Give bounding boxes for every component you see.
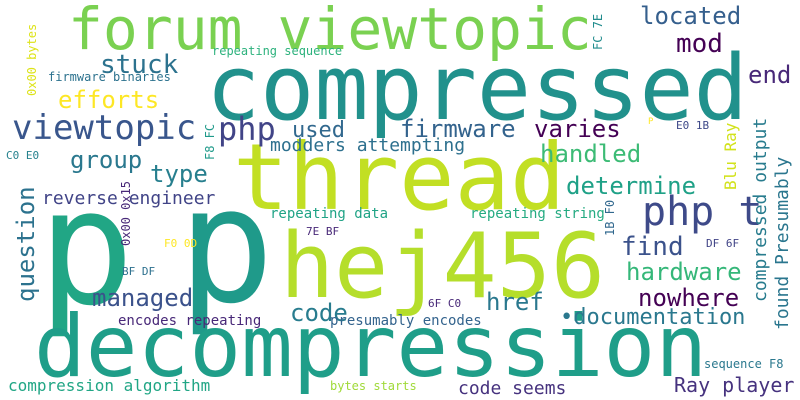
word: compression algorithm (8, 376, 211, 395)
word: find (621, 232, 684, 262)
word: sequence F8 (704, 357, 784, 371)
word: F0 0D (164, 237, 198, 250)
word: p (38, 154, 135, 341)
word: code seems (458, 378, 567, 399)
word: encodes repeating (118, 313, 262, 329)
word: 1B F0 (603, 199, 617, 236)
word: DF 6F (706, 237, 740, 250)
word: Ray player (674, 373, 795, 397)
word: php t (642, 189, 763, 235)
word: compressed output (750, 117, 771, 302)
word: P (648, 117, 654, 127)
word: 7E BF (306, 225, 340, 238)
word: found Presumably (772, 156, 793, 330)
word: end (748, 61, 792, 89)
word: reverse engineer (42, 188, 216, 209)
word: located (640, 2, 742, 30)
word: group (70, 146, 143, 174)
word: •documentation (560, 305, 746, 330)
word: firmware binaries (48, 70, 171, 84)
word: p (178, 152, 275, 339)
word: modders attempting (270, 135, 466, 156)
word: BF DF (122, 265, 156, 278)
word: Blu Ray (721, 122, 740, 190)
word: href (486, 288, 544, 316)
word: thread (233, 124, 566, 231)
word: repeating data (270, 206, 389, 222)
word: determine (566, 172, 697, 200)
word: presumably encodes (330, 313, 482, 329)
word: forum viewtopic (68, 0, 592, 63)
word: hardware (626, 258, 742, 286)
word: 0x00 0x15 (119, 180, 133, 246)
word: question (12, 186, 40, 302)
word: 0x00 bytes (25, 23, 39, 96)
word: efforts (58, 86, 160, 114)
word: php (218, 110, 276, 148)
word: FC 7E (591, 13, 605, 50)
word: 6F C0 (428, 297, 462, 310)
word: code (290, 299, 348, 327)
word: bytes starts (330, 379, 417, 393)
word: C0 E0 (6, 149, 40, 162)
word: type (150, 160, 208, 188)
word: hej456 (280, 214, 606, 319)
word: E0 1B (676, 119, 710, 132)
word: repeating string (470, 206, 605, 222)
word: compressed (206, 36, 748, 141)
word: nowhere (638, 284, 740, 312)
word: stuck (100, 50, 179, 80)
word: mod (676, 29, 723, 59)
word: decompression (34, 297, 708, 397)
word: handled (540, 140, 642, 168)
word: viewtopic (12, 108, 197, 148)
word: F8 FC (203, 123, 217, 160)
word: used (292, 118, 345, 143)
word: managed (92, 284, 194, 312)
word: varies (534, 115, 621, 143)
word: repeating sequence (212, 44, 343, 58)
word: firmware (400, 115, 516, 143)
